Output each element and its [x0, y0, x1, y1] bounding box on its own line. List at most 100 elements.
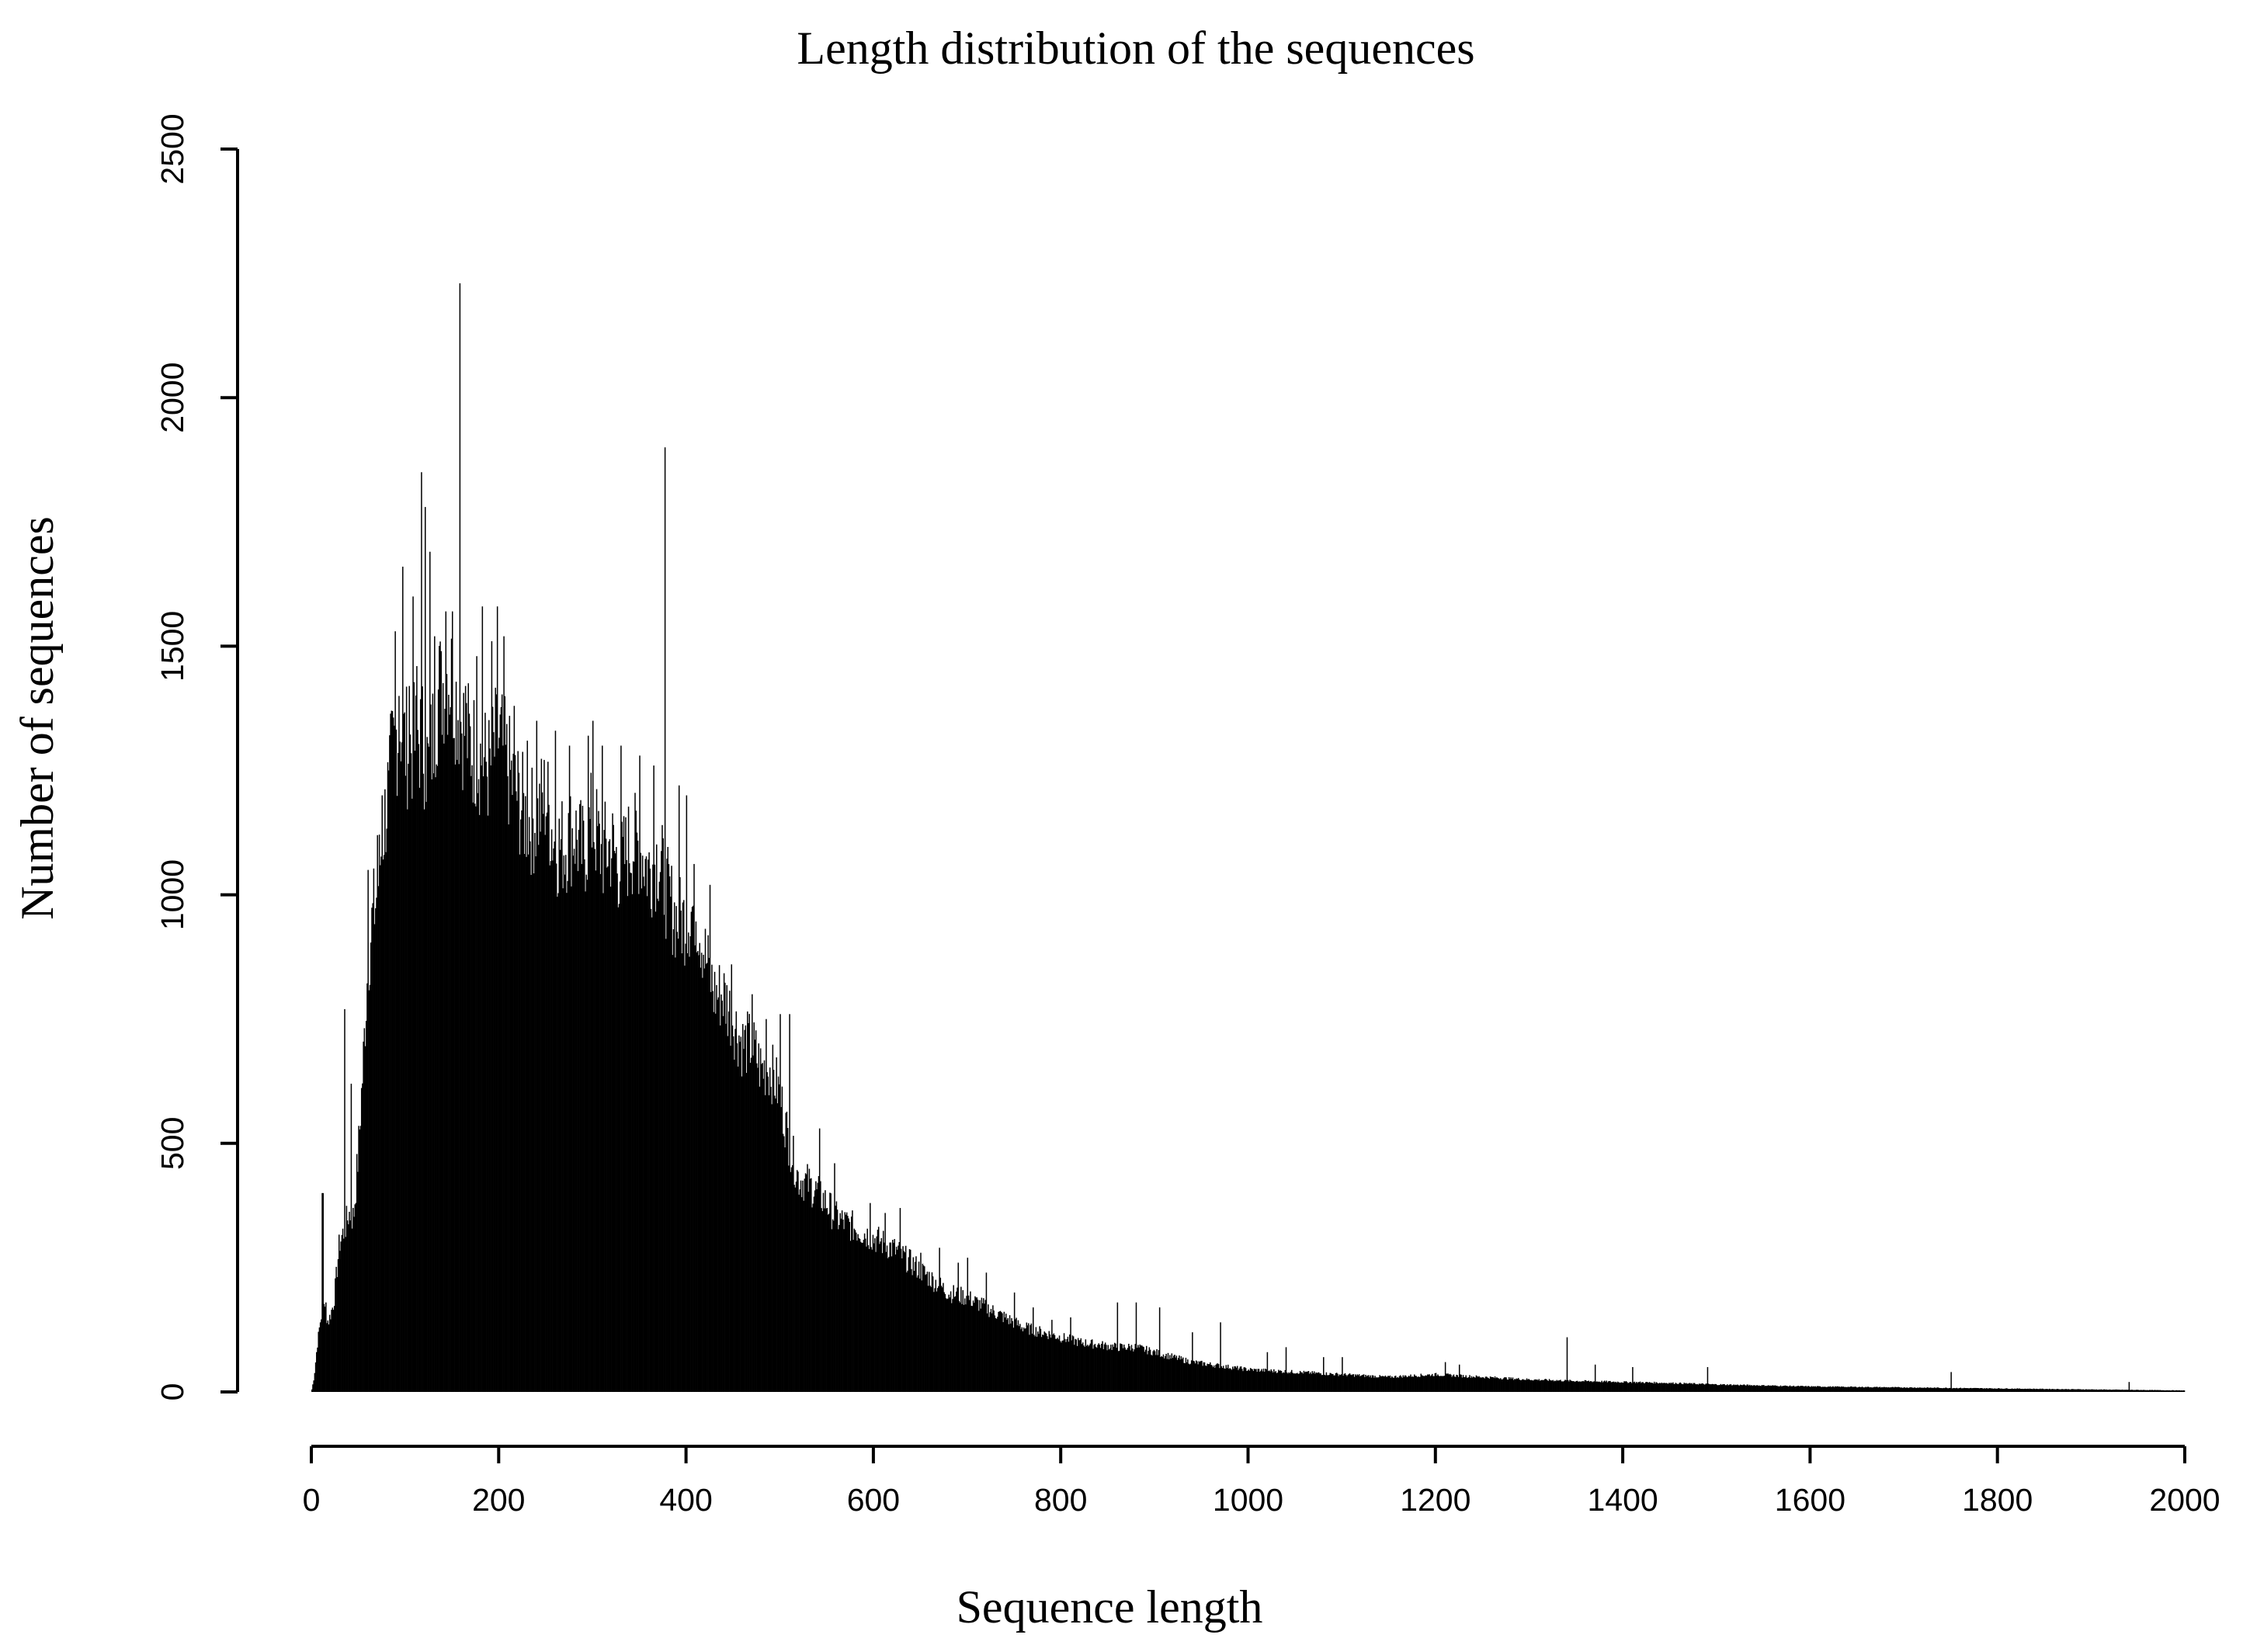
histogram-bar	[1589, 1381, 1592, 1392]
histogram-bar	[654, 864, 656, 1392]
histogram-bar	[1597, 1382, 1599, 1392]
histogram-bar	[467, 683, 469, 1392]
histogram-bar	[1950, 1387, 1951, 1392]
histogram-bar	[2096, 1390, 2099, 1392]
histogram-bar	[726, 985, 727, 1392]
histogram-bar	[644, 859, 647, 1392]
histogram-bar	[444, 709, 446, 1392]
histogram-bar	[1892, 1386, 1894, 1392]
histogram-bar	[1600, 1382, 1602, 1392]
histogram-bar	[484, 713, 486, 1392]
histogram-bar	[1721, 1384, 1724, 1392]
histogram-bar	[399, 741, 401, 1392]
histogram-bar	[747, 1011, 748, 1392]
histogram-bar	[1202, 1366, 1203, 1392]
histogram-bar	[495, 687, 496, 1392]
histogram-bar	[321, 1319, 322, 1392]
histogram-bar	[1113, 1346, 1115, 1392]
histogram-bar	[658, 881, 661, 1392]
histogram-bar	[1068, 1341, 1070, 1392]
histogram-bar	[1501, 1379, 1502, 1392]
histogram-bar	[2165, 1390, 2167, 1392]
histogram-bar	[1258, 1369, 1260, 1392]
histogram-bar	[1647, 1382, 1648, 1392]
histogram-bar	[1286, 1372, 1288, 1392]
histogram-bar	[1175, 1355, 1178, 1392]
histogram-bar	[922, 1263, 924, 1392]
histogram-bar	[635, 810, 637, 1392]
histogram-bar	[1335, 1373, 1338, 1392]
histogram-bar	[1623, 1383, 1624, 1392]
histogram-bar	[1734, 1385, 1736, 1392]
histogram-bar	[1330, 1373, 1332, 1392]
histogram-bar	[1128, 1343, 1130, 1392]
histogram-bar	[1828, 1386, 1829, 1392]
histogram-bar	[2050, 1389, 2051, 1392]
histogram-bar	[321, 1192, 323, 1392]
histogram-bar	[623, 864, 626, 1392]
x-tick-label: 600	[847, 1482, 900, 1518]
histogram-bar	[2011, 1388, 2013, 1392]
histogram-bar	[333, 1306, 335, 1392]
histogram-bar	[2087, 1390, 2089, 1392]
histogram-bar	[989, 1312, 991, 1392]
histogram-bar	[1811, 1386, 1814, 1392]
histogram-bar	[1583, 1381, 1585, 1392]
histogram-bar	[540, 831, 541, 1392]
histogram-bar	[1964, 1388, 1966, 1392]
histogram-bar	[852, 1240, 854, 1392]
histogram-bar	[1092, 1339, 1093, 1392]
histogram-bar	[1732, 1385, 1734, 1392]
x-tick-label: 1600	[1775, 1482, 1845, 1518]
histogram-bar	[1848, 1386, 1850, 1392]
histogram-bar	[1438, 1376, 1439, 1392]
histogram-bar	[510, 760, 512, 1392]
histogram-bar	[873, 1243, 875, 1392]
histogram-bar	[1534, 1379, 1536, 1392]
histogram-bar	[959, 1302, 961, 1392]
histogram-bar	[717, 997, 720, 1392]
histogram-bar	[2117, 1390, 2119, 1392]
histogram-bar	[1943, 1388, 1946, 1392]
histogram-bar	[482, 776, 484, 1392]
histogram-bar	[1479, 1377, 1481, 1392]
histogram-bar	[1704, 1384, 1706, 1392]
histogram-bar	[1793, 1385, 1795, 1392]
histogram-bar	[2043, 1389, 2045, 1392]
histogram-bar	[1340, 1374, 1342, 1392]
histogram-bar	[834, 1163, 835, 1392]
histogram-bar	[673, 902, 675, 1392]
histogram-bar	[1344, 1373, 1346, 1392]
histogram-bar	[1396, 1377, 1398, 1392]
histogram-bar	[995, 1318, 998, 1392]
histogram-bar	[1638, 1382, 1641, 1392]
histogram-bar	[1610, 1382, 1612, 1392]
histogram-bar	[1788, 1386, 1790, 1392]
histogram-bar	[2119, 1390, 2121, 1392]
histogram-bar	[496, 606, 498, 1392]
histogram-bar	[1196, 1361, 1198, 1392]
histogram-bar	[1865, 1386, 1867, 1392]
histogram-bar	[1567, 1380, 1569, 1392]
histogram-bar	[1011, 1318, 1012, 1392]
histogram-bar	[1651, 1383, 1654, 1392]
histogram-bar	[602, 745, 603, 1392]
histogram-bar	[1443, 1376, 1444, 1392]
histogram-bar	[1745, 1385, 1747, 1392]
histogram-bar	[1828, 1386, 1831, 1392]
histogram-bar	[1623, 1381, 1625, 1392]
histogram-bar	[1203, 1362, 1205, 1392]
histogram-bar	[1873, 1386, 1875, 1392]
histogram-bar	[1696, 1383, 1698, 1392]
histogram-bar	[1901, 1387, 1904, 1392]
histogram-bar	[1005, 1314, 1007, 1392]
histogram-bar	[1145, 1345, 1148, 1392]
histogram-bar	[1165, 1353, 1167, 1392]
histogram-bar	[1560, 1380, 1561, 1392]
histogram-bar	[1768, 1385, 1769, 1392]
histogram-bar	[1934, 1387, 1936, 1392]
histogram-bar	[501, 694, 503, 1392]
histogram-bar	[1210, 1365, 1212, 1392]
histogram-bar	[1714, 1383, 1716, 1392]
histogram-bar	[1496, 1377, 1498, 1392]
